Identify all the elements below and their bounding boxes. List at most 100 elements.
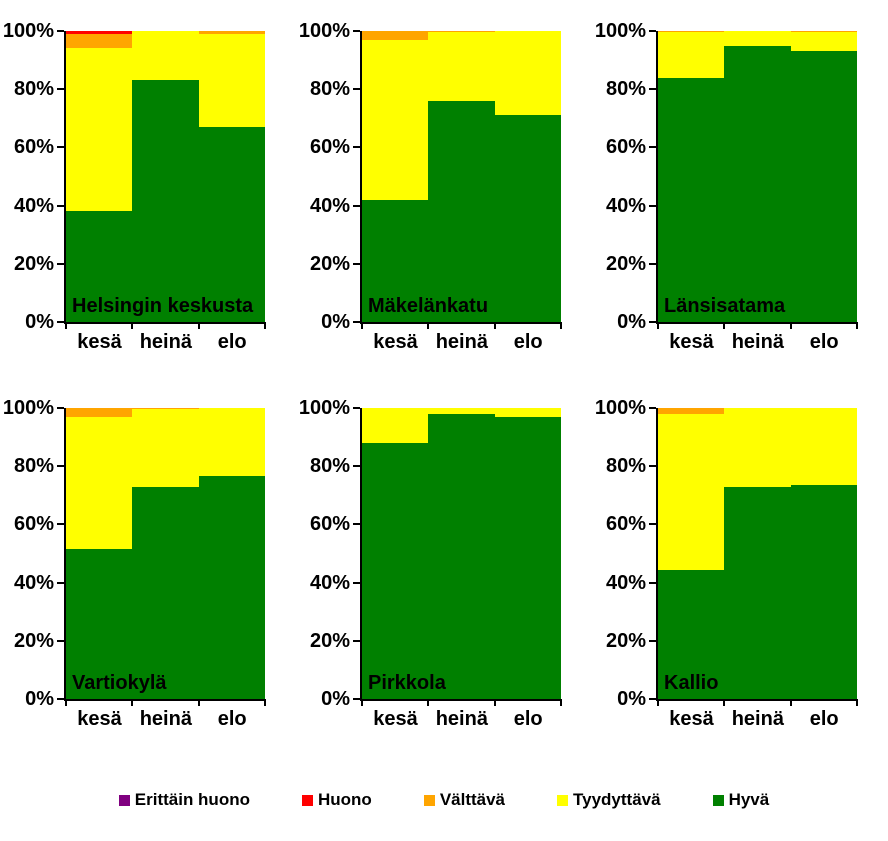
y-axis-tick [353, 523, 360, 526]
y-axis-tick [649, 698, 656, 700]
y-axis-tick-label: 20% [309, 629, 350, 652]
y-axis-tick [649, 204, 656, 207]
x-axis-label: kesä [669, 708, 714, 730]
y-axis-tick-label: 80% [605, 455, 646, 478]
bar-elo [198, 31, 265, 322]
x-axis-label: elo [809, 331, 839, 353]
x-axis-tick [493, 699, 496, 706]
bar-hein [132, 31, 199, 322]
segment-tyydytt-v [132, 31, 199, 81]
x-axis-tick [264, 699, 266, 706]
segment-v-ltt-v [66, 408, 133, 417]
x-axis-label: heinä [139, 331, 192, 353]
segment-tyydytt-v [658, 413, 725, 570]
segment-hyv [198, 476, 265, 699]
segment-hyv [428, 100, 495, 322]
bar-hein [724, 31, 791, 322]
segment-tyydytt-v [658, 32, 725, 78]
y-axis-tick-label: 0% [617, 688, 646, 710]
x-axis-label: kesä [77, 708, 122, 730]
segment-hyv [362, 199, 429, 322]
segment-tyydytt-v [790, 32, 857, 52]
plot-area: Helsingin keskusta [64, 31, 266, 329]
y-axis-tick-label: 20% [13, 252, 54, 275]
y-axis-tick [57, 639, 64, 642]
x-axis-tick [657, 699, 659, 706]
bars [658, 31, 857, 322]
y-axis-tick-label: 0% [321, 688, 350, 710]
segment-tyydytt-v [724, 31, 791, 46]
legend-label: Välttävä [439, 790, 506, 809]
y-axis-tick [353, 698, 360, 700]
segment-tyydytt-v [66, 48, 133, 212]
segment-tyydytt-v [362, 39, 429, 200]
plot-area: Mäkelänkatu [360, 31, 562, 329]
bar-kes [658, 408, 725, 699]
bar-elo [790, 31, 857, 322]
legend-swatch-huono [301, 794, 313, 806]
x-axis-label: elo [217, 708, 247, 730]
bar-elo [494, 31, 561, 322]
y-axis-tick [57, 321, 64, 323]
legend-label: Hyvä [728, 790, 770, 809]
charts-grid: 100% 80% 60% 40% 20% 0% Helsingin keskusta kesä… [0, 10, 888, 764]
segment-tyydytt-v [198, 408, 265, 477]
segment-tyydytt-v [724, 408, 791, 487]
x-axis-tick [789, 322, 792, 329]
legend: Erittäin huono Huono Välttävä Tyydyttävä Hyv… [0, 791, 888, 809]
plot-area: Kallio [656, 408, 858, 706]
x-axis-label: heinä [435, 708, 488, 730]
segment-v-ltt-v [658, 408, 725, 414]
y-axis-tick-label: 40% [309, 571, 350, 594]
y-axis-tick [353, 262, 360, 265]
chart-title: Vartiokylä [72, 672, 167, 694]
x-axis-tick [197, 699, 200, 706]
y-axis-tick [57, 407, 64, 409]
legend-item-v-ltt-v: Välttävä [423, 790, 506, 809]
y-axis-tick [649, 262, 656, 265]
y-axis-tick-label: 60% [309, 136, 350, 159]
x-axis-label: kesä [373, 331, 418, 353]
bars [658, 408, 857, 699]
x-axis-tick [560, 699, 562, 706]
chart-helsingin-keskusta: 100% 80% 60% 40% 20% 0% Helsingin keskusta kesä… [0, 10, 296, 387]
y-axis-tick-label: 60% [605, 513, 646, 536]
segment-hyv [362, 442, 429, 699]
segment-hyv [494, 115, 561, 322]
legend-label: Erittäin huono [134, 790, 250, 809]
y-axis-tick-label: 40% [605, 571, 646, 594]
legend-swatch-eritt-in-huono [118, 794, 130, 806]
y-axis-tick [57, 204, 64, 207]
y-axis-tick-label: 100% [594, 397, 646, 419]
x-axis-label: elo [513, 331, 543, 353]
x-axis-tick [723, 699, 726, 706]
x-axis-tick [789, 699, 792, 706]
segment-hyv [658, 77, 725, 322]
x-axis-label: kesä [373, 708, 418, 730]
x-axis-tick [65, 322, 67, 329]
x-axis-tick [723, 322, 726, 329]
x-axis-tick [427, 322, 430, 329]
y-axis-tick [57, 581, 64, 584]
y-axis-tick [353, 204, 360, 207]
legend-swatch-hyv [712, 794, 724, 806]
chart-title: Kallio [664, 672, 719, 694]
y-axis-tick [649, 581, 656, 584]
y-axis-tick [57, 523, 64, 526]
x-axis-label: elo [217, 331, 247, 353]
y-axis-tick [57, 698, 64, 700]
chart-title: Helsingin keskusta [72, 295, 254, 317]
bar-elo [494, 408, 561, 699]
x-axis-tick [131, 699, 134, 706]
chart-title: Pirkkola [368, 672, 446, 694]
y-axis-tick-label: 60% [13, 513, 54, 536]
segment-tyydytt-v [132, 409, 199, 487]
y-axis-tick-label: 20% [605, 629, 646, 652]
y-axis-tick-label: 20% [605, 252, 646, 275]
x-axis-tick [856, 322, 858, 329]
y-axis-tick-label: 80% [13, 455, 54, 478]
segment-hyv [724, 486, 791, 699]
segment-hyv [494, 416, 561, 699]
y-axis-tick [649, 321, 656, 323]
legend-item-hyv: Hyvä [712, 790, 770, 809]
